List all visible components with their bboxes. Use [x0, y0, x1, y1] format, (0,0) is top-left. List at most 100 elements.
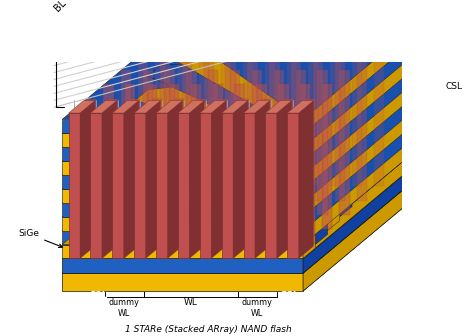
Polygon shape — [62, 142, 426, 245]
Polygon shape — [265, 113, 277, 258]
Polygon shape — [62, 230, 303, 245]
Polygon shape — [62, 115, 426, 217]
Polygon shape — [62, 258, 303, 273]
Polygon shape — [62, 161, 303, 175]
Polygon shape — [62, 217, 303, 230]
Polygon shape — [123, 73, 426, 175]
Polygon shape — [108, 98, 118, 244]
Polygon shape — [62, 203, 303, 217]
Polygon shape — [328, 207, 340, 230]
Polygon shape — [305, 98, 315, 244]
Polygon shape — [124, 101, 138, 258]
Polygon shape — [121, 70, 131, 215]
Polygon shape — [125, 84, 136, 229]
Text: dummy
WL: dummy WL — [109, 298, 140, 318]
Polygon shape — [330, 41, 341, 186]
Polygon shape — [199, 41, 210, 186]
Polygon shape — [62, 17, 426, 120]
Polygon shape — [69, 101, 95, 113]
Polygon shape — [356, 55, 367, 201]
Polygon shape — [62, 175, 303, 189]
Polygon shape — [103, 84, 114, 229]
Polygon shape — [152, 98, 162, 244]
Polygon shape — [243, 41, 253, 186]
Polygon shape — [86, 98, 96, 244]
Polygon shape — [191, 84, 201, 229]
Polygon shape — [69, 113, 80, 258]
Polygon shape — [365, 165, 376, 189]
Polygon shape — [189, 101, 204, 258]
Text: CSL: CSL — [446, 82, 463, 91]
Polygon shape — [239, 98, 249, 244]
Polygon shape — [265, 101, 292, 113]
Polygon shape — [401, 123, 413, 147]
Polygon shape — [146, 101, 160, 258]
Polygon shape — [164, 70, 175, 215]
Polygon shape — [99, 101, 426, 203]
Polygon shape — [303, 31, 426, 147]
Polygon shape — [62, 156, 426, 258]
Polygon shape — [62, 45, 426, 147]
Polygon shape — [173, 17, 426, 120]
Polygon shape — [87, 115, 426, 217]
Polygon shape — [299, 101, 313, 258]
Polygon shape — [91, 113, 102, 258]
Polygon shape — [233, 101, 248, 258]
Polygon shape — [287, 41, 297, 186]
Polygon shape — [62, 59, 426, 161]
Polygon shape — [62, 189, 303, 203]
Polygon shape — [339, 70, 350, 215]
Polygon shape — [303, 45, 426, 161]
Polygon shape — [160, 31, 426, 133]
Polygon shape — [303, 156, 426, 273]
Polygon shape — [376, 151, 389, 175]
Polygon shape — [389, 137, 401, 161]
Polygon shape — [352, 41, 363, 186]
Polygon shape — [136, 59, 426, 161]
Polygon shape — [62, 142, 426, 245]
Polygon shape — [413, 109, 426, 133]
Polygon shape — [247, 55, 258, 201]
Polygon shape — [335, 55, 345, 201]
Polygon shape — [200, 101, 226, 113]
Polygon shape — [62, 133, 303, 147]
Polygon shape — [173, 98, 184, 244]
Polygon shape — [374, 41, 384, 186]
Polygon shape — [211, 101, 226, 258]
Polygon shape — [296, 70, 306, 215]
Polygon shape — [62, 147, 303, 161]
Polygon shape — [62, 171, 426, 273]
Polygon shape — [143, 70, 153, 215]
Polygon shape — [147, 84, 157, 229]
Polygon shape — [111, 87, 426, 189]
Polygon shape — [261, 98, 271, 244]
Polygon shape — [112, 113, 124, 258]
Polygon shape — [148, 45, 426, 147]
Polygon shape — [62, 31, 426, 133]
Text: GSL: GSL — [279, 291, 299, 300]
Polygon shape — [62, 87, 426, 189]
Polygon shape — [273, 70, 284, 215]
Polygon shape — [222, 101, 248, 113]
Text: 1 STARe (Stacked ARray) NAND flash: 1 STARe (Stacked ARray) NAND flash — [125, 325, 292, 334]
Polygon shape — [283, 98, 293, 244]
Polygon shape — [195, 98, 206, 244]
Polygon shape — [303, 87, 426, 203]
Polygon shape — [264, 41, 275, 186]
Polygon shape — [62, 245, 303, 258]
Polygon shape — [303, 171, 426, 291]
Polygon shape — [200, 113, 211, 258]
Polygon shape — [313, 55, 323, 201]
Polygon shape — [178, 113, 189, 258]
Polygon shape — [352, 179, 365, 203]
Text: BL: BL — [53, 0, 68, 13]
Polygon shape — [244, 113, 255, 258]
Polygon shape — [112, 101, 138, 113]
Polygon shape — [62, 101, 426, 203]
Polygon shape — [255, 101, 270, 258]
Text: WL: WL — [184, 298, 198, 307]
Polygon shape — [303, 59, 426, 175]
Polygon shape — [134, 113, 146, 258]
Polygon shape — [303, 101, 426, 217]
Polygon shape — [318, 70, 328, 215]
